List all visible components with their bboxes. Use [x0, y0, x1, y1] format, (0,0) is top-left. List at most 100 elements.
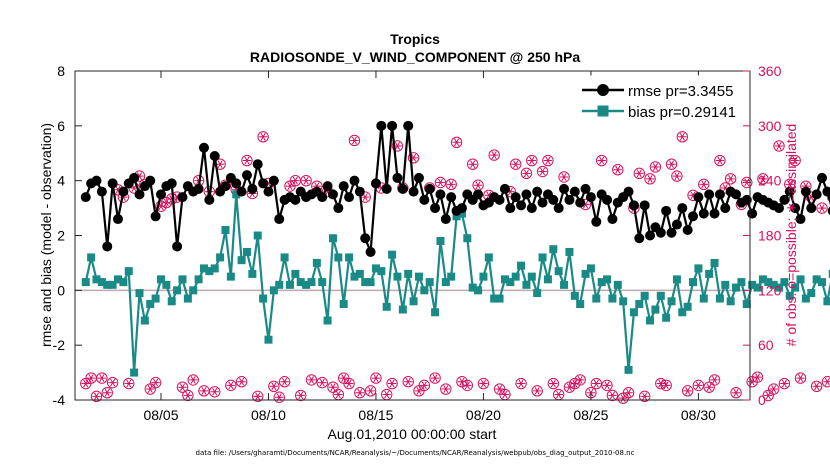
obs-possible-marker [106, 376, 119, 389]
obs-possible-marker [241, 154, 253, 167]
obs-assimilated-marker [420, 381, 429, 390]
y-tick-label: -4 [53, 392, 66, 408]
obs-assimilated-marker [473, 181, 483, 190]
rmse-point [204, 194, 215, 205]
obs-possible-marker [542, 154, 554, 167]
obs-assimilated-marker [86, 374, 96, 382]
obs-assimilated-marker [92, 392, 101, 401]
rmse-point [102, 241, 113, 252]
obs-assimilated-marker [823, 377, 830, 386]
obs-possible-marker [681, 385, 694, 397]
obs-assimilated-marker [361, 193, 370, 202]
bias-point [748, 280, 757, 289]
rmse-point [166, 178, 177, 189]
bias-point [366, 278, 375, 287]
rmse-point [822, 186, 830, 197]
plot-area [75, 120, 830, 404]
rmse-point [634, 233, 645, 244]
bias-point [468, 283, 477, 292]
rmse-point [591, 216, 602, 227]
bias-point [189, 286, 198, 295]
obs-assimilated-marker [307, 376, 316, 384]
bias-point [742, 300, 751, 309]
obs-assimilated-marker [242, 156, 252, 165]
rmse-point [682, 225, 693, 236]
bias-point [345, 253, 354, 262]
rmse-point [806, 203, 817, 214]
bias-point [791, 283, 800, 292]
bias-point [753, 283, 762, 292]
bias-point [264, 335, 273, 344]
rmse-point [800, 186, 811, 197]
bias-point [490, 294, 499, 303]
axis-ticks: -4 -2 0 2 4 6 8 0 60 120 180 240 300 360 08/05 08/10 08/… [53, 63, 782, 423]
obs-assimilated-marker [774, 142, 784, 150]
obs-assimilated-marker [683, 386, 692, 395]
obs-assimilated-marker [430, 374, 440, 382]
bias-point [350, 272, 359, 281]
obs-assimilated-marker [667, 160, 676, 169]
obs-assimilated-marker [608, 391, 617, 400]
bias-point [586, 264, 595, 273]
chart-subtitle: RADIOSONDE_V_WIND_COMPONENT @ 250 hPa [250, 49, 580, 65]
obs-possible-marker [714, 154, 726, 167]
bias-point [103, 280, 112, 289]
rmse-point [317, 192, 328, 203]
rmse-point [134, 189, 145, 200]
rmse-point [424, 183, 435, 194]
obs-possible-marker [606, 389, 619, 402]
rmse-point [145, 175, 156, 186]
bias-point [705, 269, 714, 278]
obs-possible-marker [520, 167, 533, 180]
obs-assimilated-marker [97, 374, 107, 382]
rmse-point [381, 183, 392, 194]
obs-assimilated-marker [280, 377, 289, 386]
obs-possible-marker [558, 171, 570, 183]
obs-assimilated-marker [489, 151, 499, 159]
bias-point [683, 302, 692, 311]
obs-possible-marker [402, 376, 414, 388]
obs-possible-marker [789, 154, 801, 167]
rmse-point [107, 178, 118, 189]
bias-point [646, 316, 655, 325]
bias-point [662, 313, 671, 322]
bias-point [651, 305, 660, 314]
rmse-point [80, 192, 91, 203]
obs-assimilated-marker [414, 386, 424, 395]
obs-assimilated-marker [210, 387, 219, 396]
rmse-point [607, 214, 618, 225]
obs-possible-marker [655, 377, 667, 390]
obs-possible-marker [638, 390, 651, 403]
obs-possible-marker [445, 178, 457, 191]
bias-point [253, 231, 262, 240]
rmse-point [677, 203, 688, 214]
bias-point [694, 264, 703, 273]
obs-possible-marker [176, 381, 189, 393]
obs-possible-marker [429, 372, 441, 384]
rmse-point [548, 194, 559, 205]
obs-assimilated-marker [183, 391, 193, 400]
bias-point [162, 280, 171, 289]
rmse-point [96, 186, 107, 197]
obs-assimilated-marker [549, 379, 558, 388]
obs-assimilated-marker [565, 383, 574, 392]
obs-assimilated-marker [624, 388, 633, 397]
bias-point [581, 269, 590, 278]
obs-possible-marker [708, 374, 721, 386]
bias-point [119, 278, 128, 287]
rmse-point [263, 186, 274, 197]
obs-assimilated-marker [645, 174, 655, 183]
bias-point [210, 264, 219, 273]
bias-point [710, 258, 719, 267]
rmse-point [537, 197, 548, 208]
obs-possible-marker [348, 134, 361, 147]
rmse-point [473, 189, 484, 200]
obs-assimilated-marker [817, 204, 827, 212]
rmse-point [505, 203, 516, 214]
rmse-point [532, 186, 543, 197]
bias-point [592, 294, 601, 303]
rmse-point [774, 203, 785, 214]
y2-tick-label: 360 [758, 63, 782, 79]
rmse-point [655, 227, 666, 238]
obs-assimilated-marker [726, 174, 735, 183]
